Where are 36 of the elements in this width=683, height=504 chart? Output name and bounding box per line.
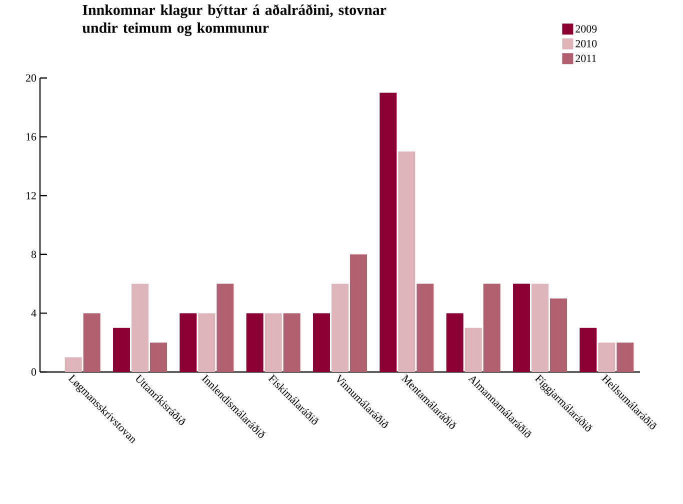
y-tick-label: 0 xyxy=(31,368,36,376)
bar xyxy=(464,328,482,372)
bar xyxy=(180,313,197,372)
bar xyxy=(598,342,616,372)
bar xyxy=(246,313,264,372)
bar xyxy=(513,284,530,372)
legend-label: 2010 xyxy=(576,40,597,48)
bar xyxy=(83,313,100,372)
bar xyxy=(416,284,434,372)
bar xyxy=(580,328,597,372)
bar xyxy=(264,313,282,372)
bar xyxy=(198,313,216,372)
bar xyxy=(283,313,300,372)
chart-title: Innkomnar klagur býttar á aðalráðini, stovnar undir teimum og kommunur xyxy=(82,4,386,36)
legend-label: 2011 xyxy=(576,54,596,62)
y-tick-label: 4 xyxy=(31,310,36,317)
bar xyxy=(113,328,130,372)
y-tick-label: 16 xyxy=(26,133,36,140)
bar xyxy=(446,313,464,372)
bar xyxy=(532,284,548,372)
bar xyxy=(332,284,348,372)
bar xyxy=(616,342,634,372)
bar xyxy=(313,313,330,372)
legend-label: 2009 xyxy=(576,25,597,33)
bar xyxy=(216,284,234,372)
bar xyxy=(483,284,500,372)
bar xyxy=(550,298,567,372)
y-tick-label: 8 xyxy=(31,250,36,258)
bar xyxy=(150,342,167,372)
bar xyxy=(380,92,397,372)
bar xyxy=(350,254,367,372)
y-tick-label: 12 xyxy=(26,192,36,200)
bar xyxy=(398,151,416,372)
bar xyxy=(132,284,148,372)
y-tick-label: 20 xyxy=(26,74,36,82)
bar xyxy=(64,357,82,372)
